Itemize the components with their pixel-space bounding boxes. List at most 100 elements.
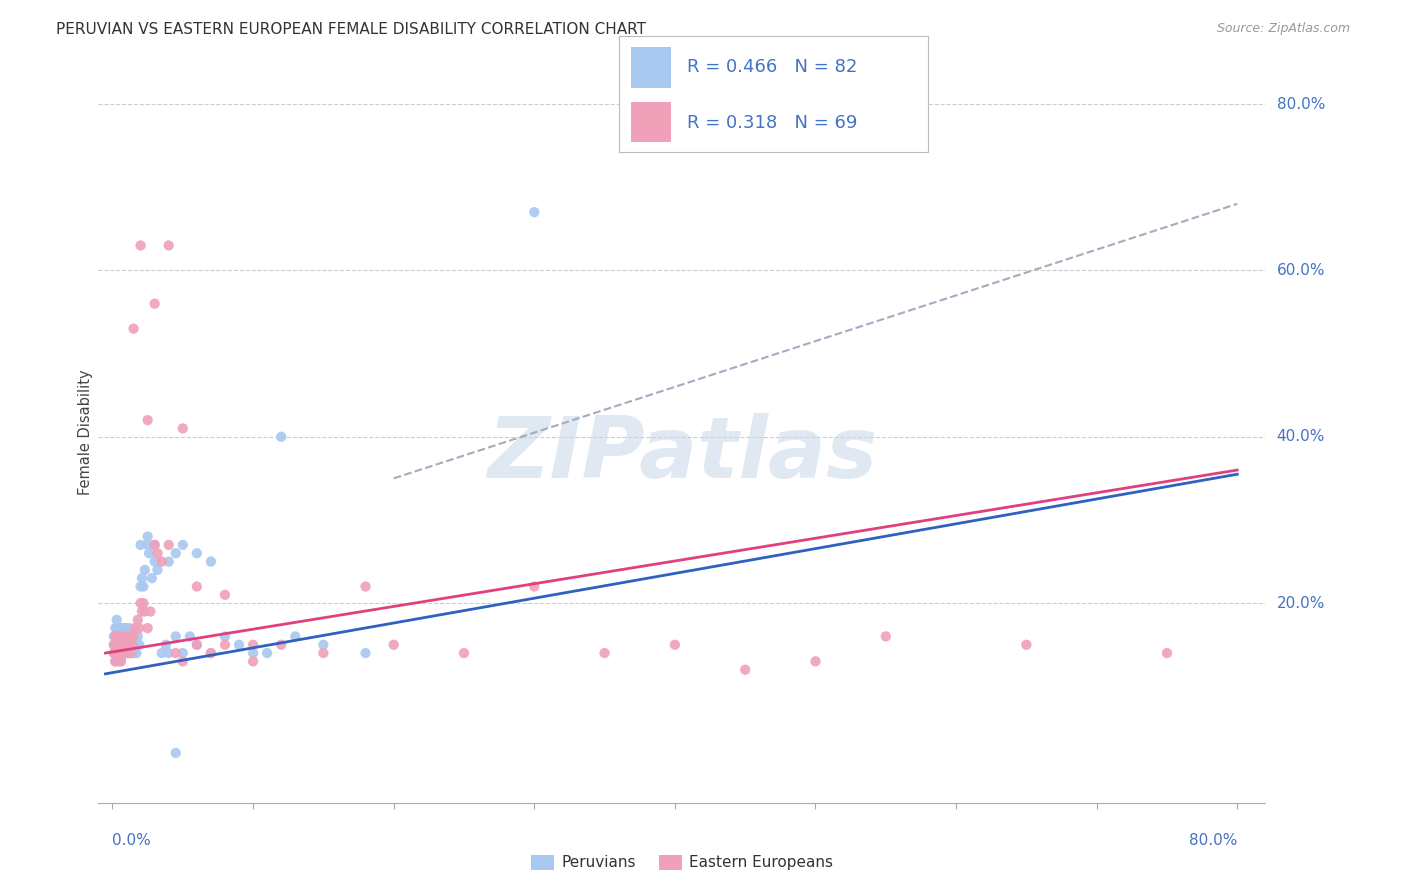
Point xyxy=(124,621,146,635)
Text: 80.0%: 80.0% xyxy=(1277,96,1324,112)
Point xyxy=(186,638,208,652)
Point xyxy=(104,629,127,643)
Point xyxy=(146,563,169,577)
Text: 20.0%: 20.0% xyxy=(1277,596,1324,611)
Point xyxy=(120,646,142,660)
Point xyxy=(312,646,335,660)
Point xyxy=(186,638,208,652)
Point xyxy=(129,596,152,610)
Point xyxy=(129,538,152,552)
Point xyxy=(172,654,194,668)
Point xyxy=(134,605,156,619)
Text: R = 0.466   N = 82: R = 0.466 N = 82 xyxy=(686,58,858,76)
Point xyxy=(103,638,125,652)
Point xyxy=(354,646,377,660)
Point xyxy=(165,746,187,760)
Point xyxy=(118,621,141,635)
Point xyxy=(104,621,127,635)
Point xyxy=(143,538,166,552)
Point xyxy=(165,629,187,643)
Point xyxy=(172,421,194,435)
Point xyxy=(172,646,194,660)
Point xyxy=(117,629,139,643)
Point xyxy=(122,321,145,335)
Point xyxy=(107,621,129,635)
Point xyxy=(105,646,128,660)
Point xyxy=(131,605,153,619)
Point xyxy=(270,430,292,444)
Point xyxy=(200,646,222,660)
Point xyxy=(107,646,129,660)
Point xyxy=(118,638,141,652)
Point xyxy=(143,538,166,552)
Point xyxy=(115,638,138,652)
Point xyxy=(136,530,159,544)
Point xyxy=(127,629,149,643)
Point xyxy=(354,580,377,594)
Point xyxy=(105,613,128,627)
Point xyxy=(242,646,264,660)
Point xyxy=(105,638,128,652)
Point xyxy=(117,629,139,643)
Point xyxy=(593,646,616,660)
Point xyxy=(214,638,236,652)
Point xyxy=(523,580,546,594)
Point xyxy=(312,638,335,652)
Point xyxy=(111,638,134,652)
Point xyxy=(114,629,136,643)
Point xyxy=(112,621,135,635)
Point xyxy=(104,654,127,668)
Point xyxy=(139,605,162,619)
Point xyxy=(111,638,134,652)
Point xyxy=(157,538,180,552)
Point xyxy=(664,638,686,652)
Point xyxy=(107,638,129,652)
Point xyxy=(114,646,136,660)
Point xyxy=(107,629,129,643)
Text: R = 0.318   N = 69: R = 0.318 N = 69 xyxy=(686,113,858,132)
Point xyxy=(214,588,236,602)
Point xyxy=(214,629,236,643)
Point xyxy=(200,555,222,569)
Point xyxy=(1015,638,1038,652)
Point xyxy=(111,646,134,660)
Point xyxy=(110,638,132,652)
Point xyxy=(104,638,127,652)
Text: 60.0%: 60.0% xyxy=(1277,263,1324,278)
Point xyxy=(453,646,475,660)
Point xyxy=(127,613,149,627)
Text: ZIPatlas: ZIPatlas xyxy=(486,413,877,496)
Point xyxy=(107,629,129,643)
Point xyxy=(110,638,132,652)
Point xyxy=(111,621,134,635)
Point xyxy=(150,646,173,660)
Point xyxy=(108,638,131,652)
Point xyxy=(146,546,169,560)
Text: PERUVIAN VS EASTERN EUROPEAN FEMALE DISABILITY CORRELATION CHART: PERUVIAN VS EASTERN EUROPEAN FEMALE DISA… xyxy=(56,22,647,37)
Point xyxy=(112,646,135,660)
Point xyxy=(136,538,159,552)
Point xyxy=(157,646,180,660)
Point xyxy=(200,646,222,660)
Point xyxy=(172,538,194,552)
Point xyxy=(124,638,146,652)
Point xyxy=(122,629,145,643)
Point xyxy=(110,629,132,643)
Point xyxy=(103,629,125,643)
Point xyxy=(129,238,152,252)
Point xyxy=(186,546,208,560)
Point xyxy=(110,654,132,668)
Point xyxy=(122,629,145,643)
Point xyxy=(157,238,180,252)
Point xyxy=(121,638,143,652)
Point xyxy=(114,638,136,652)
Point xyxy=(132,580,155,594)
Point xyxy=(104,629,127,643)
Point xyxy=(256,646,278,660)
Point xyxy=(115,646,138,660)
Y-axis label: Female Disability: Female Disability xyxy=(77,370,93,495)
Point xyxy=(157,555,180,569)
Text: 80.0%: 80.0% xyxy=(1189,833,1237,848)
Point xyxy=(138,546,160,560)
Point xyxy=(108,646,131,660)
